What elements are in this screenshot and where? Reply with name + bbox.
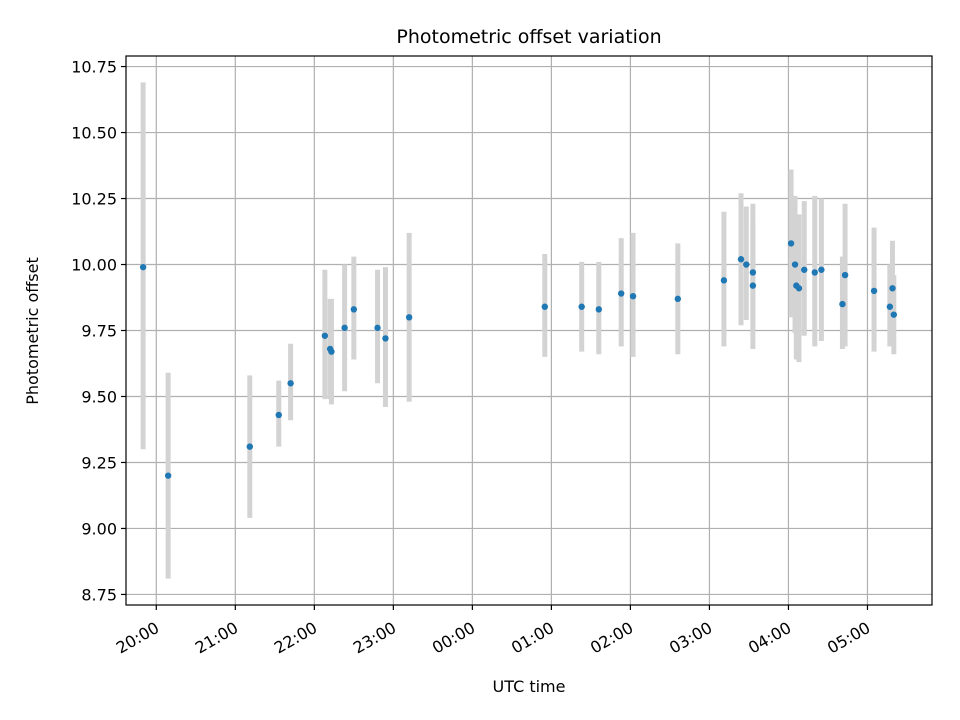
x-tick-label: 00:00 <box>429 618 478 658</box>
data-point <box>795 285 803 292</box>
y-tick-label: 10.75 <box>71 58 117 77</box>
data-point <box>275 411 282 419</box>
data-points <box>139 240 898 479</box>
x-tick-label: 23:00 <box>350 618 399 658</box>
chart-title: Photometric offset variation <box>396 26 661 48</box>
data-point <box>246 443 253 450</box>
x-tick-label: 04:00 <box>745 618 794 658</box>
data-point <box>801 266 808 273</box>
data-point <box>839 300 846 308</box>
data-point <box>787 240 795 247</box>
data-point <box>886 303 894 310</box>
data-point <box>287 380 294 387</box>
data-point <box>811 269 818 276</box>
x-tick-label: 02:00 <box>587 618 636 658</box>
x-tick-label: 01:00 <box>508 618 557 658</box>
data-point <box>328 348 335 355</box>
data-point <box>749 269 757 276</box>
y-tick-label: 9.25 <box>81 453 117 472</box>
data-point <box>321 332 329 339</box>
y-tick-label: 10.00 <box>71 256 117 275</box>
data-point <box>720 277 728 284</box>
x-tick-label: 03:00 <box>666 618 715 658</box>
x-axis-ticks: 20:00 21:00 22:00 23:00 00:00 01:00 02:00 03:00… <box>113 605 873 658</box>
x-tick-label: 05:00 <box>824 618 873 658</box>
x-tick-label: 22:00 <box>271 618 320 658</box>
x-tick-label: 21:00 <box>192 618 241 658</box>
data-point <box>578 303 585 310</box>
data-point <box>629 292 637 300</box>
data-point <box>405 314 413 321</box>
y-tick-label: 10.50 <box>71 124 117 143</box>
data-point <box>541 303 549 310</box>
data-point <box>870 287 878 295</box>
y-axis-label: Photometric offset <box>23 257 42 405</box>
x-axis-label: UTC time <box>493 677 566 696</box>
data-point <box>341 324 348 332</box>
x-tick-label: 20:00 <box>113 618 162 658</box>
data-point <box>350 306 358 313</box>
y-tick-label: 8.75 <box>81 585 117 604</box>
data-point <box>743 261 750 268</box>
y-axis-ticks: 8.75 9.00 9.25 9.50 9.75 10.00 10.25 10.50 10.75 <box>71 58 126 604</box>
y-tick-label: 9.50 <box>81 387 117 406</box>
data-point <box>139 263 147 271</box>
y-tick-label: 10.25 <box>71 190 117 209</box>
data-point <box>818 266 825 273</box>
data-point <box>737 256 745 263</box>
data-point <box>890 311 898 318</box>
data-point <box>164 472 172 479</box>
data-point <box>889 285 896 292</box>
data-point <box>674 295 682 303</box>
data-point <box>374 324 381 332</box>
data-point <box>791 261 799 268</box>
data-point <box>382 335 389 342</box>
data-point <box>617 290 625 297</box>
y-tick-label: 9.00 <box>81 519 117 538</box>
data-point <box>595 306 603 313</box>
grid-lines <box>126 56 932 605</box>
data-point <box>841 271 849 279</box>
y-tick-label: 9.75 <box>81 322 117 341</box>
data-point <box>749 282 757 289</box>
